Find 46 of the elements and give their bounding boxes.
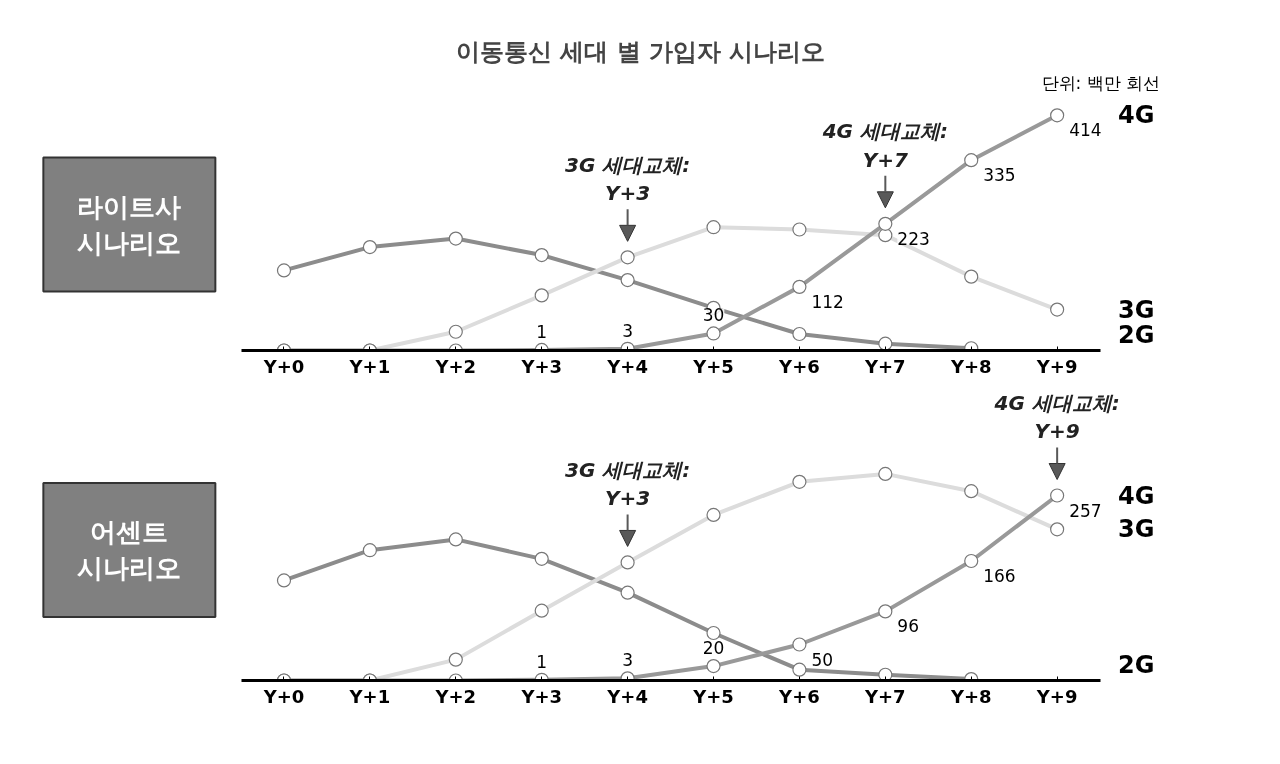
text: 2G (1118, 650, 1155, 679)
x-tick-label: Y+6 (778, 685, 820, 707)
x-tick-label: Y+2 (434, 685, 477, 707)
annotation: 4G 세대교체: Y+9 (993, 390, 1120, 444)
x-tick-label: Y+3 (520, 685, 563, 707)
x-tick-label: Y+4 (606, 355, 648, 377)
data-label: 50 (811, 649, 834, 670)
x-tick-label: Y+1 (348, 685, 391, 707)
chart-title: 이동통신 세대 별 가입자 시나리오 (455, 37, 826, 66)
text: 4G (1118, 101, 1155, 130)
x-tick-label: Y+5 (692, 355, 734, 377)
data-label: 112 (811, 291, 844, 312)
x-tick-label: Y+5 (692, 685, 734, 707)
data-label: 96 (897, 616, 919, 637)
text: 단위: 백만 회선 (1041, 72, 1161, 93)
x-tick-label: Y+3 (520, 355, 563, 377)
x-tick-label: Y+0 (262, 685, 305, 707)
data-label: 1 (536, 321, 548, 342)
data-label: 3 (622, 320, 634, 341)
text: 라이트사 시나리오 (77, 191, 182, 258)
x-tick-label: Y+9 (1035, 685, 1078, 707)
annotation: 3G 세대교체: Y+3 (564, 152, 691, 206)
x-tick-label: Y+8 (949, 685, 992, 707)
text: 어센트 시나리오 (77, 517, 182, 583)
data-label: 3 (622, 650, 634, 671)
text: 4G (1118, 481, 1155, 510)
x-tick-label: Y+8 (949, 355, 992, 377)
x-tick-label: Y+9 (1035, 355, 1078, 377)
data-label: 414 (1069, 120, 1102, 141)
x-tick-label: Y+7 (864, 355, 906, 377)
x-tick-label: Y+4 (606, 685, 648, 707)
text: 3G (1118, 515, 1155, 544)
data-label: 166 (983, 566, 1016, 587)
x-tick-label: Y+0 (262, 355, 305, 377)
data-label: 223 (897, 228, 930, 249)
x-tick-label: Y+6 (778, 355, 820, 377)
x-tick-label: Y+7 (864, 685, 906, 707)
data-label: 1 (536, 651, 548, 672)
annotation: 3G 세대교체: Y+3 (564, 457, 691, 511)
data-label: 30 (702, 305, 725, 326)
x-tick-label: Y+2 (434, 355, 477, 377)
data-label: 257 (1069, 500, 1102, 521)
data-label: 20 (702, 638, 725, 659)
annotation: 4G 세대교체: Y+7 (821, 119, 948, 172)
x-tick-label: Y+1 (348, 355, 391, 377)
data-label: 335 (983, 165, 1016, 186)
